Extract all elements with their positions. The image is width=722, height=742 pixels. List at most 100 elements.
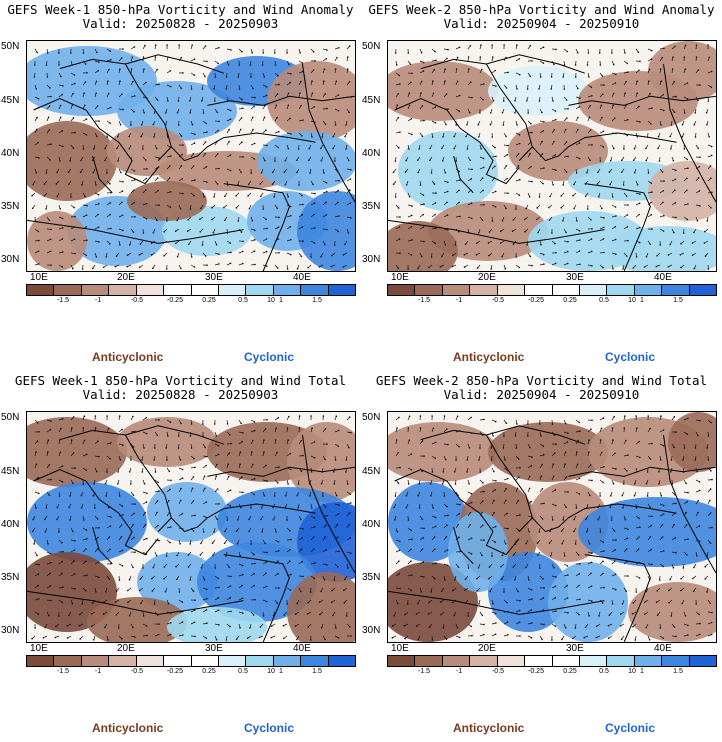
wind-vector-head bbox=[637, 51, 640, 53]
wind-vector-head bbox=[338, 550, 340, 553]
wind-vector-head bbox=[192, 530, 195, 532]
wind-vector-head bbox=[468, 232, 470, 234]
wind-vector-head bbox=[698, 190, 701, 192]
wind-vector-head bbox=[175, 565, 177, 568]
wind-vector-head bbox=[463, 266, 466, 268]
wind-vector-head bbox=[565, 128, 567, 131]
wind-vector-head bbox=[144, 159, 147, 161]
wind-vector-head bbox=[240, 422, 242, 425]
wind-vector-head bbox=[627, 71, 629, 73]
wind-vector-head bbox=[223, 542, 226, 544]
wind-vector-head bbox=[266, 144, 268, 147]
wind-vector-head bbox=[577, 128, 579, 131]
wind-vector-head bbox=[170, 155, 172, 157]
wind-vector-head bbox=[265, 561, 268, 563]
wind-vector-head bbox=[164, 124, 167, 126]
wind-vector-head bbox=[567, 108, 569, 110]
wind-vector-head bbox=[679, 253, 682, 256]
wind-vector-head bbox=[108, 536, 111, 538]
wind-vector-head bbox=[417, 638, 420, 641]
coastline bbox=[663, 63, 716, 203]
wind-vector-head bbox=[622, 507, 624, 509]
wind-vector-head bbox=[431, 136, 434, 138]
wind-vector-head bbox=[625, 195, 628, 197]
wind-vector-head bbox=[308, 147, 311, 150]
wind-vector-head bbox=[126, 254, 129, 256]
wind-vector-head bbox=[169, 206, 172, 208]
wind-vector-head bbox=[531, 622, 533, 624]
wind-vector-head bbox=[301, 213, 304, 216]
wind-vector-head bbox=[660, 495, 663, 497]
wind-vector-head bbox=[337, 189, 340, 192]
vorticity-map bbox=[387, 411, 717, 643]
wind-vector-head bbox=[332, 147, 334, 150]
wind-vector-head bbox=[289, 560, 291, 562]
wind-vector-head bbox=[543, 121, 545, 123]
wind-vector-head bbox=[540, 244, 542, 246]
wind-vector-head bbox=[456, 56, 459, 59]
coastline bbox=[59, 425, 224, 445]
wind-vector-head bbox=[73, 82, 76, 85]
wind-vector-head bbox=[590, 428, 592, 430]
wind-vector-head bbox=[50, 264, 52, 266]
wind-vector-head bbox=[337, 445, 340, 448]
wind-vector-head bbox=[691, 242, 694, 244]
wind-vector-head bbox=[516, 44, 518, 46]
wind-vector-head bbox=[199, 554, 202, 556]
wind-vector-head bbox=[278, 83, 280, 86]
wind-vector-head bbox=[591, 228, 593, 230]
lat-label: 40N bbox=[362, 519, 381, 530]
wind-vector-head bbox=[278, 252, 280, 254]
wind-vector-head bbox=[429, 159, 431, 162]
wind-vector-head bbox=[72, 452, 75, 454]
wind-vector-head bbox=[624, 518, 627, 521]
wind-vector-head bbox=[397, 451, 400, 454]
wind-vector-head bbox=[302, 203, 304, 206]
wind-vector-head bbox=[635, 256, 638, 258]
wind-vector-head bbox=[591, 419, 593, 422]
colorbar-label: -0.25 bbox=[528, 668, 544, 675]
wind-vector-head bbox=[350, 502, 352, 504]
wind-vector-head bbox=[312, 536, 315, 538]
wind-vector-head bbox=[254, 229, 256, 232]
wind-vector-head bbox=[142, 148, 144, 150]
colorbar-swatch bbox=[218, 285, 247, 295]
wind-vector-head bbox=[94, 427, 97, 429]
wind-vector-head bbox=[42, 637, 45, 639]
wind-vector-head bbox=[128, 135, 130, 138]
wind-vector-head bbox=[158, 490, 160, 492]
wind-vector-head bbox=[686, 433, 689, 436]
wind-vector-head bbox=[651, 107, 653, 109]
vorticity-region bbox=[388, 562, 478, 642]
wind-vector-head bbox=[493, 470, 495, 473]
wind-vector-head bbox=[156, 434, 159, 437]
wind-vector-head bbox=[218, 46, 220, 49]
wind-vector-head bbox=[132, 231, 135, 233]
wind-vector-head bbox=[276, 116, 278, 119]
wind-vector-head bbox=[189, 112, 191, 114]
wind-vector-head bbox=[130, 68, 133, 70]
wind-vector-head bbox=[418, 148, 420, 150]
wind-vector-head bbox=[396, 530, 399, 533]
wind-vector-head bbox=[109, 457, 111, 460]
wind-vector-head bbox=[192, 153, 195, 155]
colorbar-label: 0.5 bbox=[599, 668, 609, 675]
lat-label: 35N bbox=[1, 201, 20, 212]
wind-vector-head bbox=[97, 193, 100, 196]
wind-vector-head bbox=[95, 184, 97, 186]
wind-vector-head bbox=[695, 56, 698, 58]
wind-vector-head bbox=[577, 87, 579, 90]
wind-vector-head bbox=[167, 56, 169, 58]
wind-vector-head bbox=[58, 495, 61, 497]
colorbar bbox=[26, 284, 356, 296]
colorbar-swatch bbox=[525, 656, 553, 666]
wind-vector-head bbox=[348, 159, 350, 162]
lon-label: 30E bbox=[566, 272, 584, 283]
wind-vector-head bbox=[519, 178, 521, 181]
wind-vector-head bbox=[638, 202, 641, 205]
wind-vector-head bbox=[419, 427, 422, 429]
wind-vector-head bbox=[477, 123, 480, 126]
wind-vector-head bbox=[417, 171, 419, 174]
wind-vector-head bbox=[288, 415, 290, 418]
wind-vector-head bbox=[310, 415, 312, 417]
